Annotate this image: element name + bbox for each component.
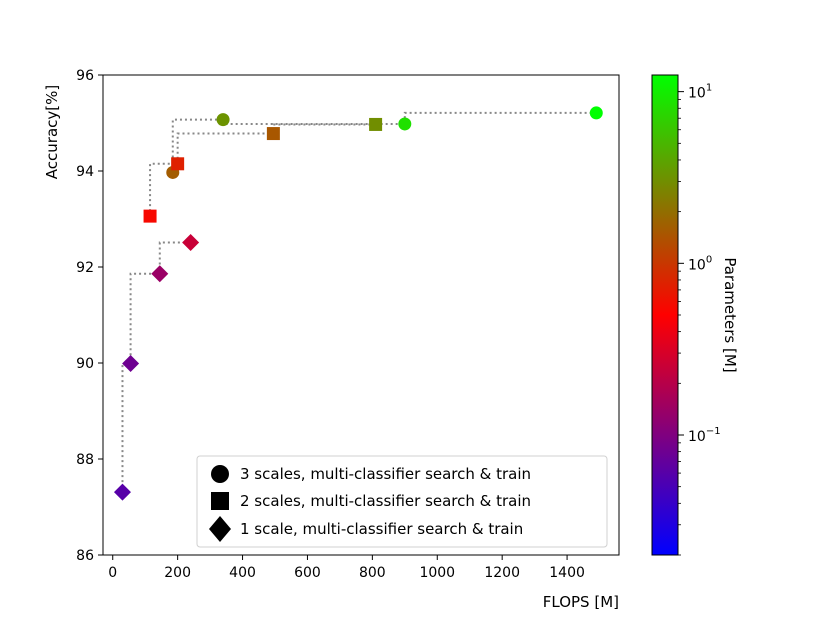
legend: 3 scales, multi-classifier search & trai… — [196, 455, 608, 548]
y-tick-label: 92 — [76, 260, 94, 276]
x-tick-label: 800 — [359, 565, 386, 581]
colorbar-tick-label: 10−1 — [688, 426, 721, 445]
series-0-point-1 — [216, 113, 230, 127]
legend-square-marker — [211, 492, 229, 510]
x-tick-label: 1200 — [484, 565, 520, 581]
colorbar-gradient — [651, 74, 679, 556]
y-tick-label: 88 — [76, 452, 94, 468]
legend-circle-marker — [211, 465, 229, 483]
colorbar: 10−1 100 101 Parameters [M] — [651, 74, 739, 556]
series-1-point-3 — [369, 117, 383, 131]
legend-diamond-marker — [209, 516, 231, 542]
x-tick-label: 0 — [108, 565, 117, 581]
x-axis: 0 200 400 600 800 1000 1200 1400 — [108, 555, 585, 581]
series-1-point-1 — [171, 157, 185, 171]
legend-entry-3-scales: 3 scales, multi-classifier search & trai… — [240, 465, 531, 483]
series-0-point-3 — [589, 106, 603, 120]
series-2-point-2 — [151, 265, 169, 283]
series-0-point-2 — [398, 117, 412, 131]
x-tick-label: 200 — [164, 565, 191, 581]
series-2-point-3 — [182, 234, 200, 252]
x-tick-label: 400 — [229, 565, 256, 581]
colorbar-label: Parameters [M] — [721, 257, 739, 372]
series-1-point-0 — [143, 209, 157, 223]
x-tick-label: 600 — [294, 565, 321, 581]
connector-lines — [121, 111, 597, 493]
legend-box — [196, 455, 608, 548]
x-tick-label: 1400 — [549, 565, 585, 581]
y-tick-label: 94 — [76, 164, 94, 180]
legend-entry-2-scales: 2 scales, multi-classifier search & trai… — [240, 492, 531, 510]
x-axis-label: FLOPS [M] — [543, 593, 619, 611]
colorbar-ticks: 10−1 100 101 — [678, 83, 721, 556]
colorbar-tick-label: 101 — [688, 83, 712, 102]
series-1-point-2 — [266, 127, 280, 141]
series-2-point-1 — [122, 354, 140, 372]
series-1-step-line — [149, 123, 376, 217]
data-markers — [113, 106, 603, 501]
series-0-step-line — [171, 111, 597, 173]
y-tick-label: 96 — [76, 68, 94, 84]
y-axis: 86 88 90 92 94 96 — [76, 68, 103, 564]
series-2-step-line — [121, 241, 191, 493]
legend-entry-1-scale: 1 scale, multi-classifier search & train — [240, 520, 523, 538]
y-tick-label: 86 — [76, 548, 94, 564]
series-2-point-0 — [113, 483, 131, 501]
y-tick-label: 90 — [76, 356, 94, 372]
plot-frame — [102, 74, 620, 556]
x-tick-label: 1000 — [419, 565, 455, 581]
colorbar-tick-label: 100 — [688, 254, 712, 273]
plot-area — [102, 74, 620, 556]
y-axis-label: Accuracy[%] — [43, 85, 61, 179]
